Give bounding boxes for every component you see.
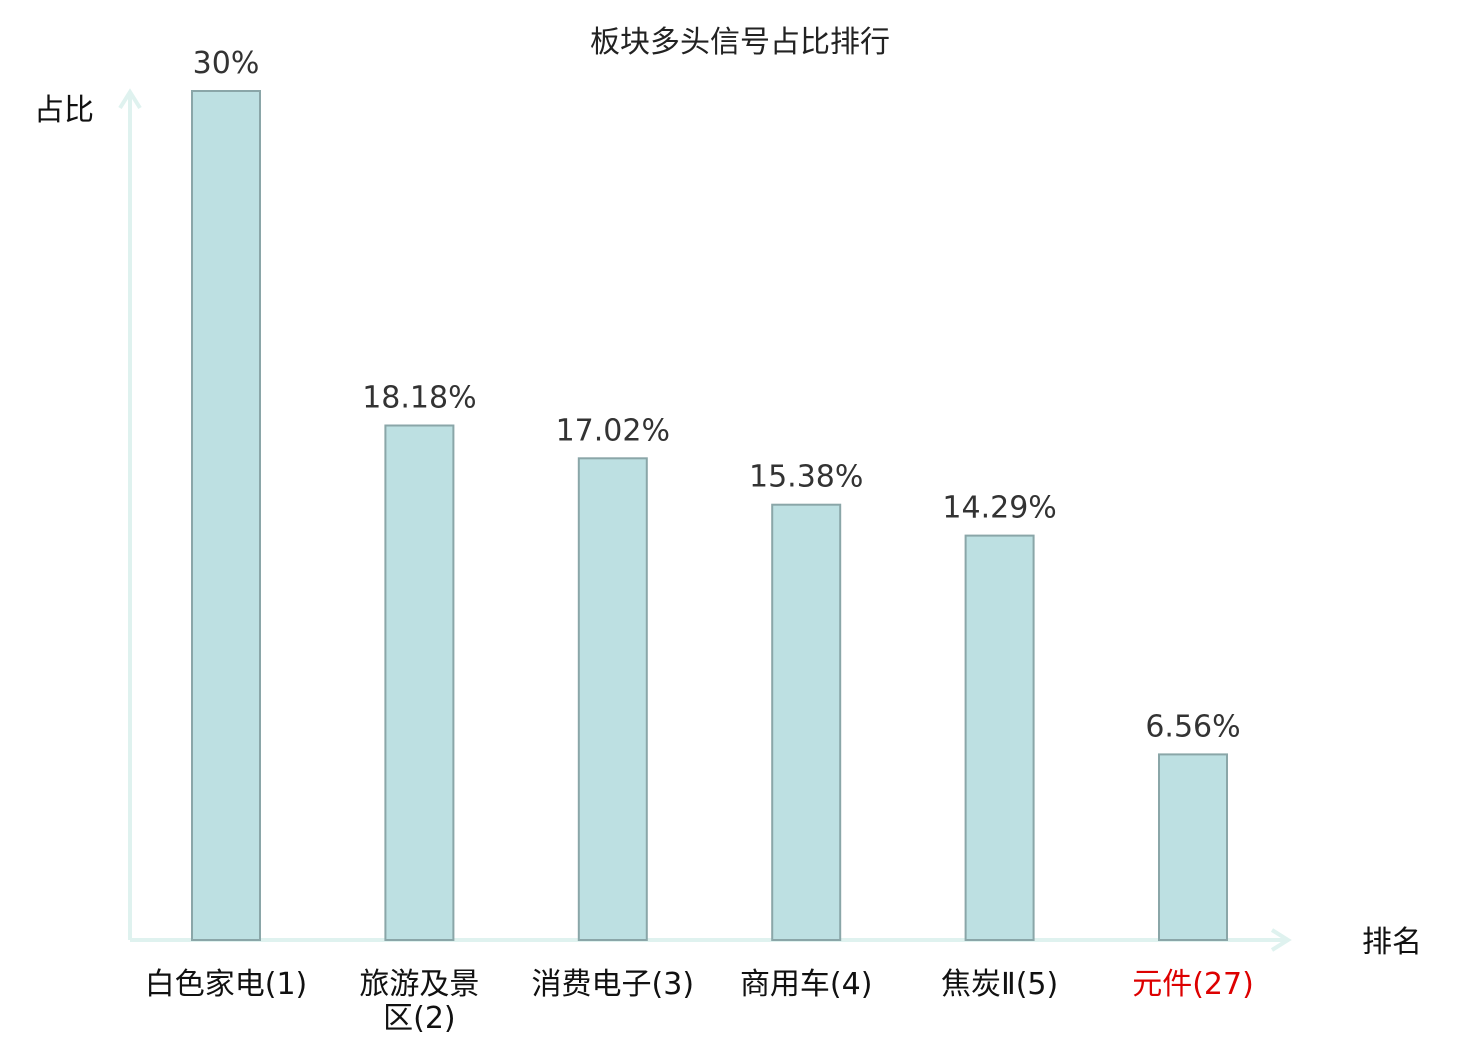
x-tick-label-5: 焦炭Ⅱ(5) [941, 967, 1058, 1002]
x-tick-label-1: 白色家电(1) [145, 967, 308, 1002]
x-axis-label: 排名 [1362, 925, 1422, 960]
data-label-6: 6.56% [1145, 709, 1240, 744]
chart-title: 板块多头信号占比排行 [590, 25, 890, 60]
x-tick-label-3: 消费电子(3) [532, 967, 695, 1002]
bar-4 [771, 503, 842, 941]
bar-3 [577, 457, 648, 941]
bar-2 [384, 424, 455, 941]
bar-5 [964, 534, 1035, 941]
x-axis-arrow [1270, 928, 1292, 952]
data-label-4: 15.38% [749, 460, 863, 495]
bar-6 [1158, 753, 1228, 942]
bar-1 [191, 90, 261, 941]
x-tick-label-line: 焦炭Ⅱ(5) [941, 967, 1058, 1002]
x-tick-label-line: 消费电子(3) [532, 967, 695, 1002]
y-axis-arrow [118, 88, 142, 110]
category-labels-group: 白色家电(1) 旅游及景区(2) 消费电子(3) 商用车(4) 焦炭Ⅱ(5) 元件(27) [145, 967, 1254, 1036]
x-tick-label-line: 旅游及景 [359, 967, 479, 1002]
x-tick-label-line: 商用车(4) [740, 967, 873, 1002]
x-tick-label-line: 元件(27) [1132, 967, 1254, 1002]
data-label-3: 17.02% [556, 413, 670, 448]
data-labels-group: 30% 18.18% 17.02% 15.38% 14.29% 6.56% [193, 46, 1241, 744]
data-label-5: 14.29% [942, 491, 1056, 526]
y-axis-label: 占比 [34, 93, 94, 128]
x-tick-label-4: 商用车(4) [740, 967, 873, 1002]
axes [118, 88, 1292, 952]
data-label-1: 30% [193, 46, 260, 81]
bars-group [191, 90, 1228, 942]
x-tick-label-line: 区(2) [383, 1001, 456, 1036]
x-tick-label-line: 白色家电(1) [145, 967, 308, 1002]
x-tick-label-2: 旅游及景区(2) [359, 967, 479, 1036]
data-label-2: 18.18% [362, 381, 476, 416]
x-tick-label-6: 元件(27) [1132, 967, 1254, 1002]
